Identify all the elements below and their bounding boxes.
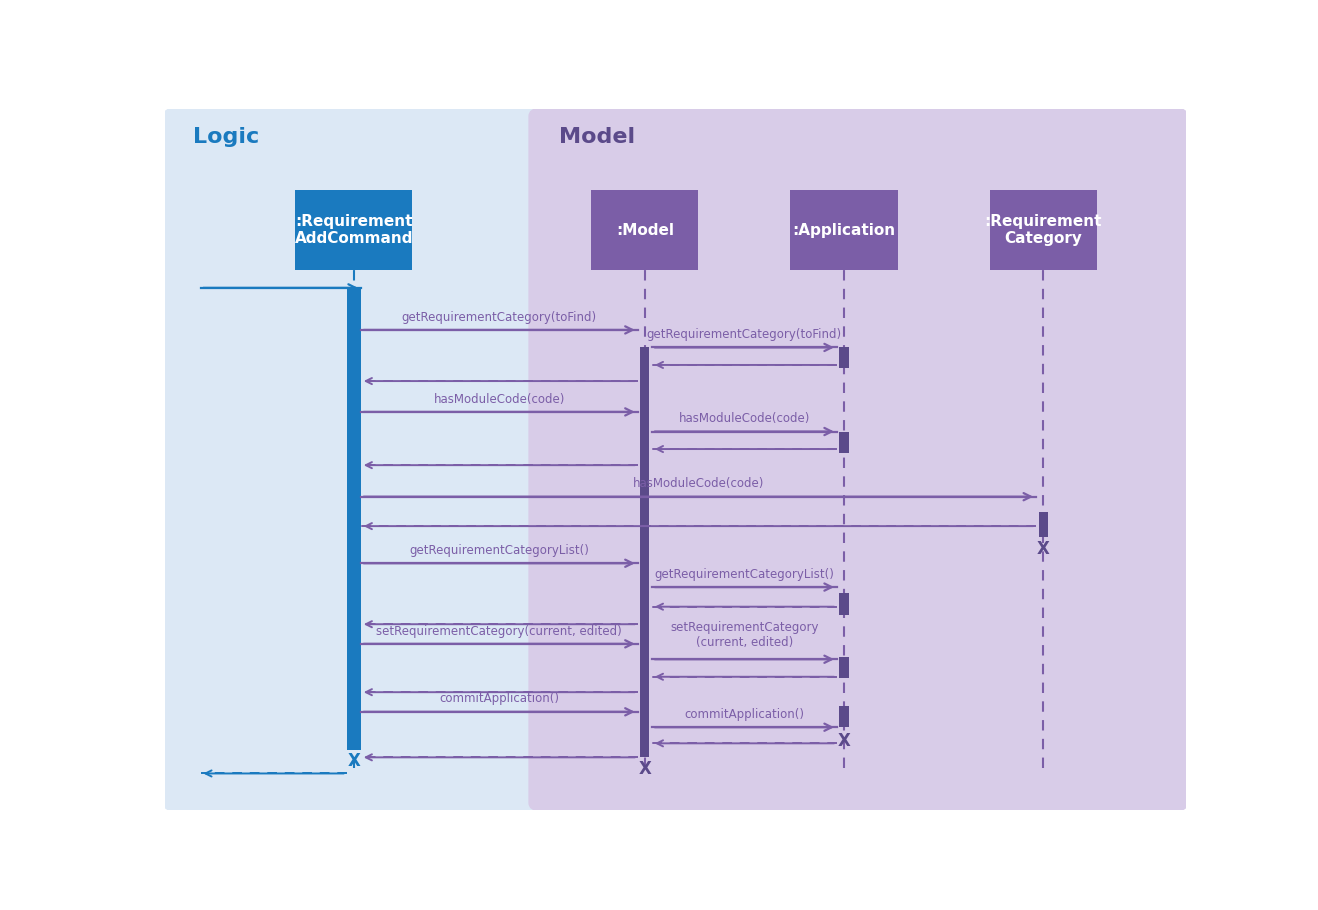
Text: :Requirement
Category: :Requirement Category: [985, 214, 1102, 247]
Bar: [840, 348, 849, 369]
Bar: [791, 190, 898, 270]
FancyBboxPatch shape: [162, 107, 550, 812]
Text: X: X: [347, 752, 360, 770]
Text: :Model: :Model: [616, 223, 673, 238]
Bar: [840, 706, 849, 727]
Text: Model: Model: [559, 126, 635, 147]
Bar: [840, 657, 849, 678]
Text: setRequirementCategory(current, edited): setRequirementCategory(current, edited): [377, 624, 622, 638]
Text: hasModuleCode(code): hasModuleCode(code): [679, 412, 811, 425]
Text: Logic: Logic: [194, 126, 260, 147]
Bar: [295, 190, 413, 270]
Text: :Requirement
AddCommand: :Requirement AddCommand: [294, 214, 413, 247]
Text: getRequirementCategoryList(): getRequirementCategoryList(): [655, 568, 834, 581]
Bar: [990, 190, 1097, 270]
Text: hasModuleCode(code): hasModuleCode(code): [434, 392, 565, 406]
Text: X: X: [837, 733, 850, 750]
Bar: [347, 288, 361, 751]
Bar: [1039, 512, 1048, 537]
Text: getRequirementCategory(toFind): getRequirementCategory(toFind): [647, 329, 842, 341]
Bar: [641, 348, 650, 757]
Bar: [592, 190, 699, 270]
FancyBboxPatch shape: [529, 107, 1189, 812]
Text: setRequirementCategory
(current, edited): setRequirementCategory (current, edited): [670, 621, 818, 649]
Text: commitApplication(): commitApplication(): [439, 693, 559, 705]
Text: :Application: :Application: [792, 223, 895, 238]
Bar: [840, 431, 849, 452]
Text: X: X: [638, 760, 651, 778]
Bar: [840, 592, 849, 615]
Text: X: X: [1037, 541, 1049, 558]
Text: getRequirementCategory(toFind): getRequirementCategory(toFind): [402, 310, 597, 324]
Text: commitApplication(): commitApplication(): [684, 708, 804, 721]
Text: getRequirementCategoryList(): getRequirementCategoryList(): [410, 544, 589, 557]
Text: hasModuleCode(code): hasModuleCode(code): [633, 478, 764, 490]
